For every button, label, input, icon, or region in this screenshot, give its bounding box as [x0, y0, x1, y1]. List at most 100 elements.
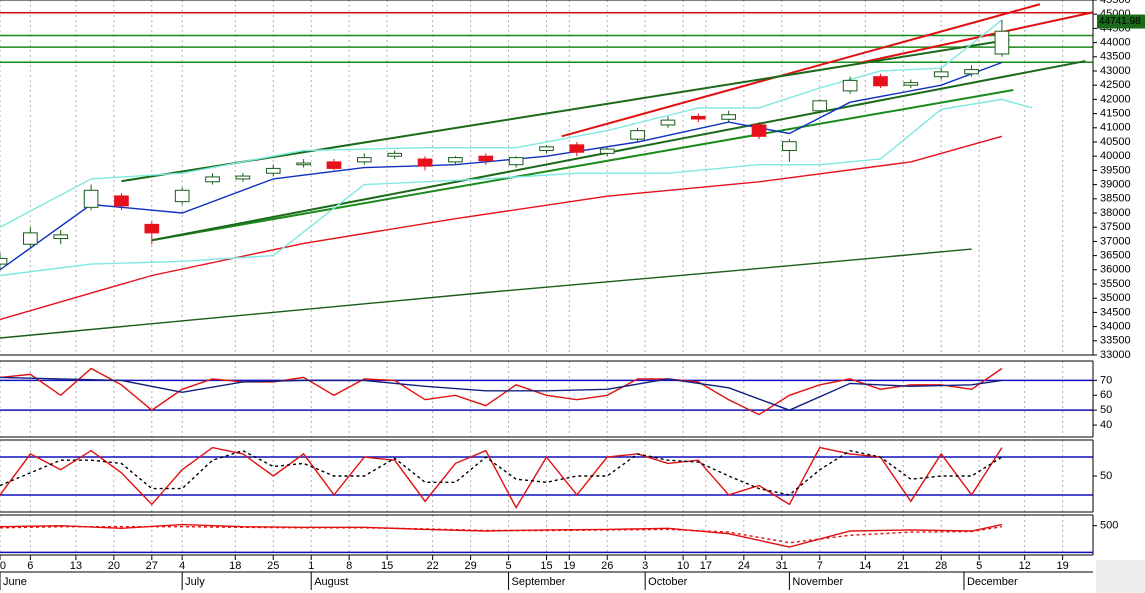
x-tick-label: 21 [897, 560, 909, 572]
y-tick-label: 50 [1100, 470, 1112, 482]
x-tick-label: 18 [229, 560, 241, 572]
y-tick-label: 50 [1100, 404, 1112, 416]
indicator-line [0, 19, 1003, 228]
month-label: November [792, 576, 843, 588]
x-tick-label: 27 [146, 560, 158, 572]
candle-body [630, 130, 645, 140]
candle-body [508, 157, 524, 166]
trend-line [857, 11, 1093, 65]
panel [0, 0, 1093, 355]
x-tick-label: 6 [27, 560, 33, 572]
indicator-line [0, 367, 1003, 416]
y-tick-label: 35500 [1100, 278, 1131, 290]
indicator-line [0, 449, 1003, 496]
month-label: October [648, 576, 687, 588]
candle-body [599, 148, 615, 154]
candle-body [144, 223, 160, 234]
x-tick-label: 29 [464, 560, 476, 572]
candle-body [478, 155, 494, 162]
x-tick-label: 20 [108, 560, 120, 572]
y-tick-label: 33000 [1100, 349, 1131, 361]
x-tick-label: 15 [540, 560, 552, 572]
y-tick-label: 37500 [1100, 221, 1131, 233]
y-tick-label: 37000 [1100, 235, 1131, 247]
panel [0, 440, 1093, 512]
month-label: June [3, 576, 27, 588]
y-tick-label: 70 [1100, 374, 1112, 386]
y-tick-label: 43500 [1100, 51, 1131, 63]
y-tick-label: 40500 [1100, 136, 1131, 148]
indicator-line [0, 135, 1003, 321]
x-tick-label: 28 [935, 560, 947, 572]
x-tick-label: 12 [1019, 560, 1031, 572]
candle-body [994, 30, 1010, 55]
candle-body [114, 195, 129, 207]
y-tick-label: 42500 [1100, 79, 1131, 91]
candle-body [964, 69, 979, 75]
last-price-box [1097, 14, 1145, 29]
month-label: December [967, 576, 1018, 588]
corner-box [1096, 560, 1145, 593]
indicator-line [0, 376, 1003, 411]
candle-body [387, 152, 403, 157]
candle-body [357, 157, 372, 163]
candle-body [933, 71, 949, 78]
trend-line [121, 38, 1010, 183]
y-tick-label: 36000 [1100, 264, 1131, 276]
trend-line [151, 60, 1086, 242]
y-tick-label: 41000 [1100, 122, 1131, 134]
x-tick-label: 4 [179, 560, 185, 572]
x-tick-label: 3 [642, 560, 648, 572]
panel [0, 361, 1093, 437]
y-tick-label: 34500 [1100, 306, 1131, 318]
indicator-line [0, 61, 1003, 271]
x-tick-label: 15 [381, 560, 393, 572]
y-tick-label: 36500 [1100, 250, 1131, 262]
x-tick-label: 5 [976, 560, 982, 572]
y-tick-label: 500 [1100, 520, 1118, 532]
x-tick-label: 19 [563, 560, 575, 572]
y-tick-label: 35000 [1100, 292, 1131, 304]
x-tick-label: 31 [776, 560, 788, 572]
y-tick-label: 34000 [1100, 321, 1131, 333]
candle-body [417, 158, 433, 167]
y-tick-label: 40 [1100, 419, 1112, 431]
y-tick-label: 60 [1100, 389, 1112, 401]
y-tick-label: 38500 [1100, 193, 1131, 205]
candle-body [569, 144, 585, 153]
indicator-line [0, 526, 1003, 544]
candle-body [296, 162, 311, 166]
x-tick-label: 22 [427, 560, 439, 572]
candle-body [842, 79, 858, 92]
candle-body [903, 82, 919, 86]
candle-body [448, 157, 463, 163]
candle-body [782, 141, 797, 152]
indicator-line [0, 446, 1003, 510]
last-price-label: 44741.98 [1099, 16, 1141, 27]
candle-body [660, 119, 676, 126]
y-tick-label: 33500 [1100, 335, 1131, 347]
x-tick-label: 19 [1057, 560, 1069, 572]
y-tick-label: 39500 [1100, 164, 1131, 176]
candle-body [205, 176, 220, 183]
x-tick-label: 0 [0, 560, 6, 572]
candle-body [265, 167, 281, 174]
y-tick-label: 43000 [1100, 65, 1131, 77]
candle-body [235, 175, 251, 180]
candle-body [0, 257, 8, 265]
indicator-line [0, 248, 972, 339]
y-tick-label: 38000 [1100, 207, 1131, 219]
y-tick-label: 41500 [1100, 108, 1131, 120]
panel [0, 515, 1093, 555]
y-tick-label: 45500 [1100, 0, 1131, 6]
indicator-line [0, 98, 1033, 277]
x-tick-label: 7 [817, 560, 823, 572]
y-tick-label: 39000 [1100, 179, 1131, 191]
x-tick-label: 14 [859, 560, 871, 572]
y-tick-label: 44000 [1100, 37, 1131, 49]
candle-body [721, 114, 736, 120]
x-tick-label: 13 [70, 560, 82, 572]
candle-body [174, 189, 190, 203]
